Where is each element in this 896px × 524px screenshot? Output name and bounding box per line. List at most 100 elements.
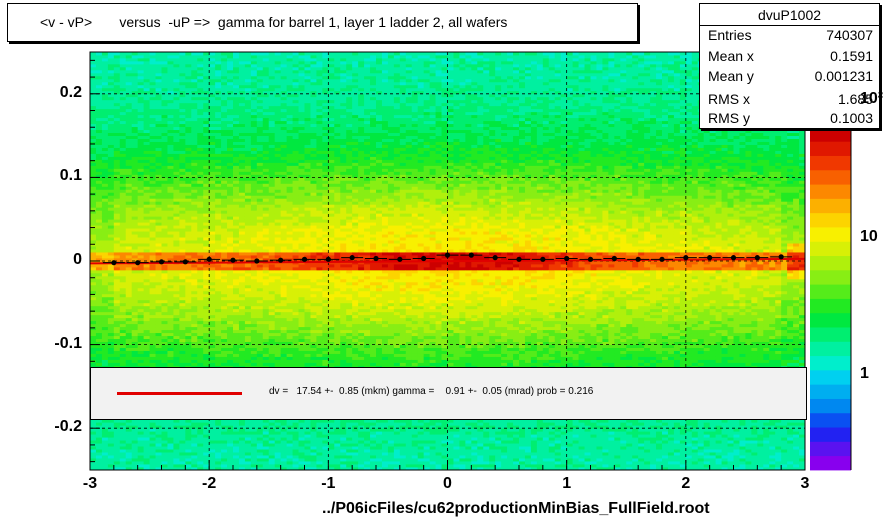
heatmap-cell — [119, 63, 127, 68]
heatmap-cell — [197, 308, 204, 313]
heatmap-cell — [131, 356, 139, 360]
heatmap-cell — [119, 144, 127, 148]
heatmap-cell — [107, 237, 115, 241]
heatmap-cell — [101, 52, 109, 56]
heatmap-cell — [155, 204, 162, 208]
heatmap-cell — [95, 359, 103, 363]
heatmap-cell — [262, 156, 270, 160]
heatmap-cell — [262, 177, 270, 181]
heatmap-cell — [113, 165, 121, 169]
heatmap-cell — [280, 308, 288, 313]
heatmap-cell — [155, 52, 162, 56]
heatmap-cell — [227, 341, 234, 345]
heatmap-cell — [262, 204, 270, 208]
heatmap-cell — [125, 99, 133, 104]
heatmap-cell — [113, 246, 121, 250]
heatmap-cell — [256, 102, 264, 107]
heatmap-cell — [292, 60, 299, 65]
heatmap-cell — [280, 90, 288, 95]
heatmap-cell — [203, 458, 210, 462]
heatmap-cell — [119, 180, 127, 184]
heatmap-cell — [155, 225, 162, 229]
heatmap-cell — [101, 252, 109, 256]
heatmap-cell — [280, 302, 288, 307]
heatmap-cell — [221, 150, 228, 154]
heatmap-cell — [191, 335, 198, 340]
heatmap-cell — [101, 150, 109, 154]
heatmap-cell — [215, 237, 222, 241]
heatmap-cell — [119, 192, 127, 196]
heatmap-cell — [221, 57, 228, 62]
heatmap-cell — [125, 308, 133, 313]
heatmap-cell — [256, 75, 264, 80]
heatmap-cell — [161, 272, 168, 277]
heatmap-cell — [262, 201, 270, 205]
heatmap-cell — [155, 195, 162, 199]
heatmap-cell — [149, 60, 156, 65]
heatmap-cell — [268, 117, 276, 122]
heatmap-cell — [197, 150, 204, 154]
heatmap-cell — [268, 344, 276, 348]
heatmap-cell — [167, 323, 174, 328]
heatmap-cell — [262, 443, 270, 447]
heatmap-cell — [161, 443, 168, 447]
heatmap-cell — [221, 311, 228, 316]
heatmap-cell — [191, 201, 198, 205]
heatmap-cell — [173, 356, 180, 360]
heatmap-cell — [286, 269, 293, 274]
heatmap-cell — [143, 320, 150, 325]
heatmap-cell — [101, 341, 109, 345]
heatmap-cell — [149, 467, 156, 471]
heatmap-cell — [90, 69, 97, 74]
heatmap-cell — [221, 428, 228, 432]
heatmap-cell — [227, 228, 234, 232]
heatmap-cell — [173, 117, 180, 122]
heatmap-cell — [191, 141, 198, 145]
heatmap-cell — [191, 314, 198, 319]
heatmap-cell — [238, 120, 246, 125]
heatmap-cell — [161, 299, 168, 304]
heatmap-cell — [191, 213, 198, 217]
heatmap-cell — [149, 52, 156, 56]
heatmap-cell — [250, 443, 258, 447]
heatmap-cell — [221, 275, 228, 280]
heatmap-cell — [161, 132, 168, 136]
heatmap-cell — [286, 296, 293, 301]
heatmap-cell — [113, 138, 121, 142]
heatmap-cell — [113, 72, 121, 77]
heatmap-cell — [95, 225, 103, 229]
heatmap-cell — [179, 231, 186, 235]
heatmap-cell — [227, 63, 234, 68]
heatmap-cell — [197, 189, 204, 193]
heatmap-cell — [298, 189, 305, 193]
heatmap-cell — [286, 81, 293, 86]
heatmap-cell — [179, 284, 186, 289]
heatmap-cell — [209, 335, 216, 340]
heatmap-cell — [221, 269, 228, 274]
heatmap-cell — [256, 314, 264, 319]
heatmap-cell — [268, 195, 276, 199]
heatmap-cell — [274, 123, 282, 128]
heatmap-cell — [262, 320, 270, 325]
heatmap-cell — [113, 431, 121, 435]
heatmap-cell — [149, 464, 156, 468]
heatmap-cell — [90, 159, 97, 163]
heatmap-cell — [256, 425, 264, 429]
heatmap-cell — [256, 63, 264, 68]
heatmap-cell — [256, 180, 264, 184]
heatmap-cell — [274, 102, 282, 107]
heatmap-cell — [250, 266, 258, 271]
heatmap-cell — [197, 57, 204, 62]
heatmap-cell — [203, 174, 210, 178]
heatmap-cell — [179, 228, 186, 232]
heatmap-cell — [221, 231, 228, 235]
heatmap-cell — [143, 99, 150, 104]
heatmap-cell — [155, 272, 162, 277]
heatmap-cell — [161, 461, 168, 465]
heatmap-cell — [280, 461, 288, 465]
heatmap-cell — [131, 246, 139, 250]
heatmap-cell — [221, 168, 228, 172]
heatmap-cell — [143, 216, 150, 220]
heatmap-cell — [179, 222, 186, 226]
heatmap-cell — [233, 189, 240, 193]
